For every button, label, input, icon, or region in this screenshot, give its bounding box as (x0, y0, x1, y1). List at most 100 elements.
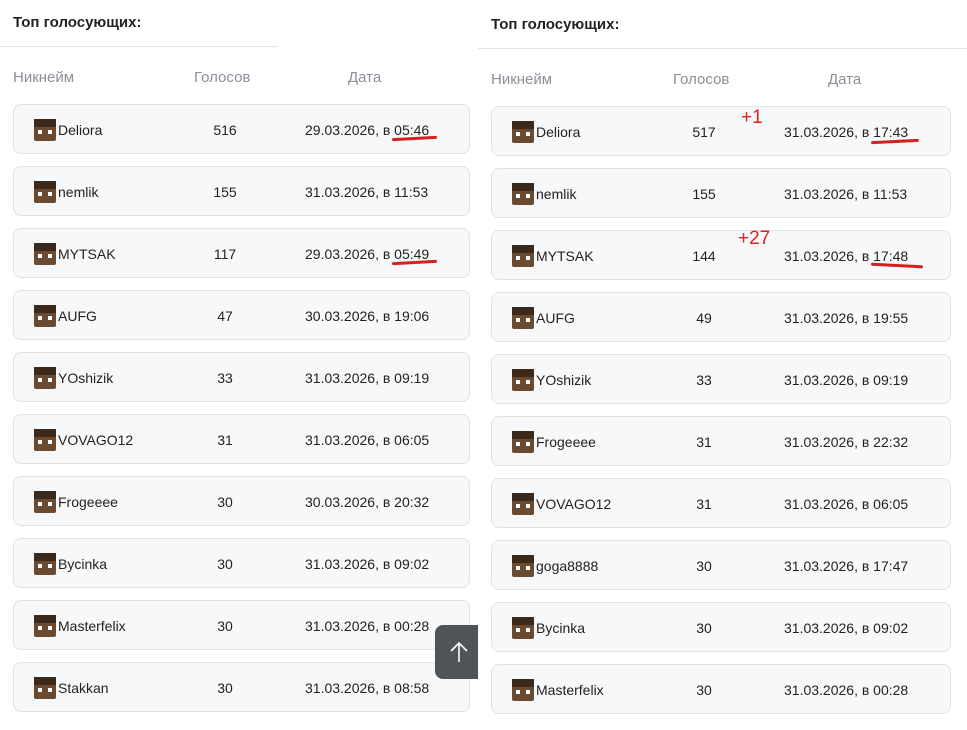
table-row[interactable]: Frogeeee 31 31.03.2026, в 22:32 (491, 416, 951, 466)
nickname: MYTSAK (58, 246, 116, 262)
header-votes: Голосов (673, 71, 730, 88)
table-row[interactable]: Frogeeee 30 30.03.2026, в 20:32 (13, 476, 470, 526)
player-avatar-icon (34, 491, 56, 513)
vote-date: 31.03.2026, в 22:32 (784, 434, 909, 450)
player-avatar-icon (512, 369, 534, 391)
vote-date: 31.03.2026, в 17:47 (784, 558, 909, 574)
table-row[interactable]: Deliora 517 31.03.2026, в 17:43 (491, 106, 951, 156)
vote-date: 30.03.2026, в 19:06 (305, 308, 430, 324)
nickname: Deliora (536, 124, 581, 140)
table-row[interactable]: nemlik 155 31.03.2026, в 11:53 (491, 168, 951, 218)
left-voters-panel: Топ голосующих: Никнейм Голосов Дата Del… (0, 0, 483, 730)
table-row[interactable]: Bycinka 30 31.03.2026, в 09:02 (491, 602, 951, 652)
vote-count: 33 (696, 372, 712, 388)
nickname: AUFG (536, 310, 575, 326)
player-avatar-icon (512, 431, 534, 453)
right-voters-panel: Топ голосующих: Никнейм Голосов Дата Del… (478, 0, 967, 730)
vote-count: 47 (217, 308, 233, 324)
vote-date: 31.03.2026, в 06:05 (305, 432, 430, 448)
title-divider (478, 48, 967, 49)
vote-count: 30 (696, 558, 712, 574)
table-row[interactable]: nemlik 155 31.03.2026, в 11:53 (13, 166, 470, 216)
player-avatar-icon (34, 181, 56, 203)
nickname: Masterfelix (536, 682, 604, 698)
nickname: Masterfelix (58, 618, 126, 634)
vote-date: 31.03.2026, в 09:19 (784, 372, 909, 388)
vote-date: 31.03.2026, в 19:55 (784, 310, 909, 326)
vote-date: 31.03.2026, в 00:28 (784, 682, 909, 698)
title-divider (0, 46, 278, 47)
header-nick: Никнейм (491, 71, 553, 88)
nickname: AUFG (58, 308, 97, 324)
vote-date: 31.03.2026, в 08:58 (305, 680, 430, 696)
vote-increase-annotation: +1 (741, 107, 763, 128)
vote-count: 155 (213, 184, 237, 200)
nickname: goga8888 (536, 558, 599, 574)
vote-date: 31.03.2026, в 11:53 (305, 184, 429, 200)
table-row[interactable]: AUFG 47 30.03.2026, в 19:06 (13, 290, 470, 340)
table-row[interactable]: Bycinka 30 31.03.2026, в 09:02 (13, 538, 470, 588)
player-avatar-icon (512, 245, 534, 267)
vote-count: 49 (696, 310, 712, 326)
vote-count: 30 (217, 618, 233, 634)
vote-increase-annotation: +27 (738, 228, 771, 249)
vote-count: 30 (217, 494, 233, 510)
player-avatar-icon (34, 305, 56, 327)
arrow-up-icon (450, 641, 468, 662)
nickname: YOshizik (536, 372, 592, 388)
scroll-to-top-button[interactable] (435, 625, 483, 679)
vote-count: 144 (692, 248, 716, 264)
nickname: MYTSAK (536, 248, 594, 264)
table-row[interactable]: VOVAGO12 31 31.03.2026, в 06:05 (491, 478, 951, 528)
nickname: VOVAGO12 (536, 496, 612, 512)
nickname: Deliora (58, 122, 103, 138)
vote-date: 31.03.2026, в 09:19 (305, 370, 430, 386)
vote-date: 31.03.2026, в 17:43 (784, 124, 909, 140)
player-avatar-icon (512, 555, 534, 577)
vote-count: 30 (696, 682, 712, 698)
table-row[interactable]: Masterfelix 30 31.03.2026, в 00:28 (13, 600, 470, 650)
nickname: nemlik (58, 184, 99, 200)
table-row[interactable]: MYTSAK 144 31.03.2026, в 17:48 (491, 230, 951, 280)
vote-count: 30 (217, 680, 233, 696)
player-avatar-icon (34, 677, 56, 699)
table-row[interactable]: AUFG 49 31.03.2026, в 19:55 (491, 292, 951, 342)
panel-title: Топ голосующих: (491, 16, 620, 33)
vote-date: 31.03.2026, в 06:05 (784, 496, 909, 512)
vote-date: 31.03.2026, в 09:02 (784, 620, 909, 636)
table-row[interactable]: Deliora 516 29.03.2026, в 05:46 (13, 104, 470, 154)
player-avatar-icon (34, 553, 56, 575)
player-avatar-icon (512, 307, 534, 329)
nickname: Stakkan (58, 680, 109, 696)
table-row[interactable]: goga8888 30 31.03.2026, в 17:47 (491, 540, 951, 590)
vote-date: 31.03.2026, в 09:02 (305, 556, 430, 572)
table-row[interactable]: YOshizik 33 31.03.2026, в 09:19 (491, 354, 951, 404)
vote-date: 31.03.2026, в 00:28 (305, 618, 430, 634)
table-row[interactable]: VOVAGO12 31 31.03.2026, в 06:05 (13, 414, 470, 464)
table-row[interactable]: YOshizik 33 31.03.2026, в 09:19 (13, 352, 470, 402)
nickname: Frogeeee (536, 434, 596, 450)
nickname: Bycinka (536, 620, 586, 636)
vote-date: 30.03.2026, в 20:32 (305, 494, 430, 510)
player-avatar-icon (512, 121, 534, 143)
vote-date: 29.03.2026, в 05:46 (305, 122, 430, 138)
player-avatar-icon (34, 367, 56, 389)
vote-count: 517 (692, 124, 716, 140)
table-row[interactable]: Masterfelix 30 31.03.2026, в 00:28 (491, 664, 951, 714)
player-avatar-icon (512, 679, 534, 701)
vote-count: 30 (217, 556, 233, 572)
player-avatar-icon (34, 615, 56, 637)
player-avatar-icon (512, 493, 534, 515)
table-row[interactable]: Stakkan 30 31.03.2026, в 08:58 (13, 662, 470, 712)
nickname: Bycinka (58, 556, 108, 572)
vote-count: 31 (696, 496, 712, 512)
nickname: Frogeeee (58, 494, 118, 510)
player-avatar-icon (512, 183, 534, 205)
table-row[interactable]: MYTSAK 117 29.03.2026, в 05:49 (13, 228, 470, 278)
vote-count: 31 (696, 434, 712, 450)
player-avatar-icon (512, 617, 534, 639)
nickname: VOVAGO12 (58, 432, 134, 448)
vote-count: 31 (217, 432, 233, 448)
player-avatar-icon (34, 429, 56, 451)
panel-title: Топ голосующих: (13, 14, 142, 31)
